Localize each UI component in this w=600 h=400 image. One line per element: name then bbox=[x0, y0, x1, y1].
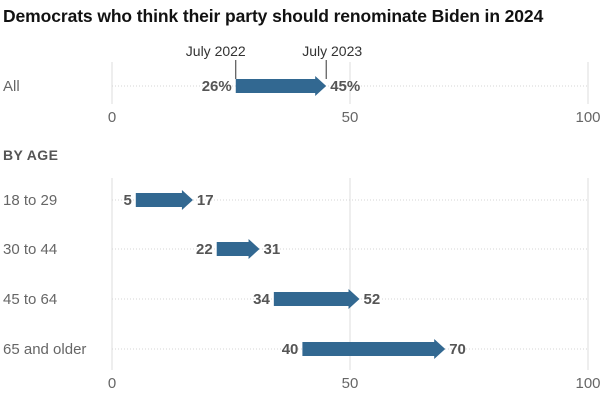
arrow-all bbox=[235, 76, 327, 96]
tick-label-age-50: 50 bbox=[342, 375, 359, 392]
tick-label-all-100: 100 bbox=[575, 109, 600, 126]
arrow-30-to-44 bbox=[216, 239, 260, 259]
tick-label-age-100: 100 bbox=[575, 375, 600, 392]
tick-label-all-0: 0 bbox=[108, 109, 116, 126]
row-label-all: All bbox=[3, 78, 20, 95]
arrow-65-and-older bbox=[302, 339, 446, 359]
section-heading-by-age: BY AGE bbox=[3, 147, 59, 163]
end-value-label-65-and-older: 70 bbox=[449, 341, 466, 358]
start-value-label-18-to-29: 5 bbox=[123, 192, 131, 209]
end-value-label-45-to-64: 52 bbox=[364, 291, 381, 308]
start-value-label-30-to-44: 22 bbox=[196, 241, 213, 258]
start-value-label-all: 26% bbox=[202, 78, 232, 95]
arrow-45-to-64 bbox=[273, 289, 360, 309]
chart-title: Democrats who think their party should r… bbox=[3, 6, 544, 26]
row-label-45-to-64: 45 to 64 bbox=[3, 291, 57, 308]
end-value-label-all: 45% bbox=[330, 78, 360, 95]
row-label-18-to-29: 18 to 29 bbox=[3, 192, 57, 209]
start-annotation: July 2022 bbox=[186, 43, 246, 59]
end-value-label-30-to-44: 31 bbox=[264, 241, 281, 258]
row-label-30-to-44: 30 to 44 bbox=[3, 241, 57, 258]
arrow-18-to-29 bbox=[135, 190, 193, 210]
start-value-label-45-to-64: 34 bbox=[253, 291, 270, 308]
end-annotation: July 2023 bbox=[302, 43, 362, 59]
end-value-label-18-to-29: 17 bbox=[197, 192, 214, 209]
tick-label-age-0: 0 bbox=[108, 375, 116, 392]
start-value-label-65-and-older: 40 bbox=[282, 341, 299, 358]
tick-label-all-50: 50 bbox=[342, 109, 359, 126]
row-label-65-and-older: 65 and older bbox=[3, 341, 86, 358]
